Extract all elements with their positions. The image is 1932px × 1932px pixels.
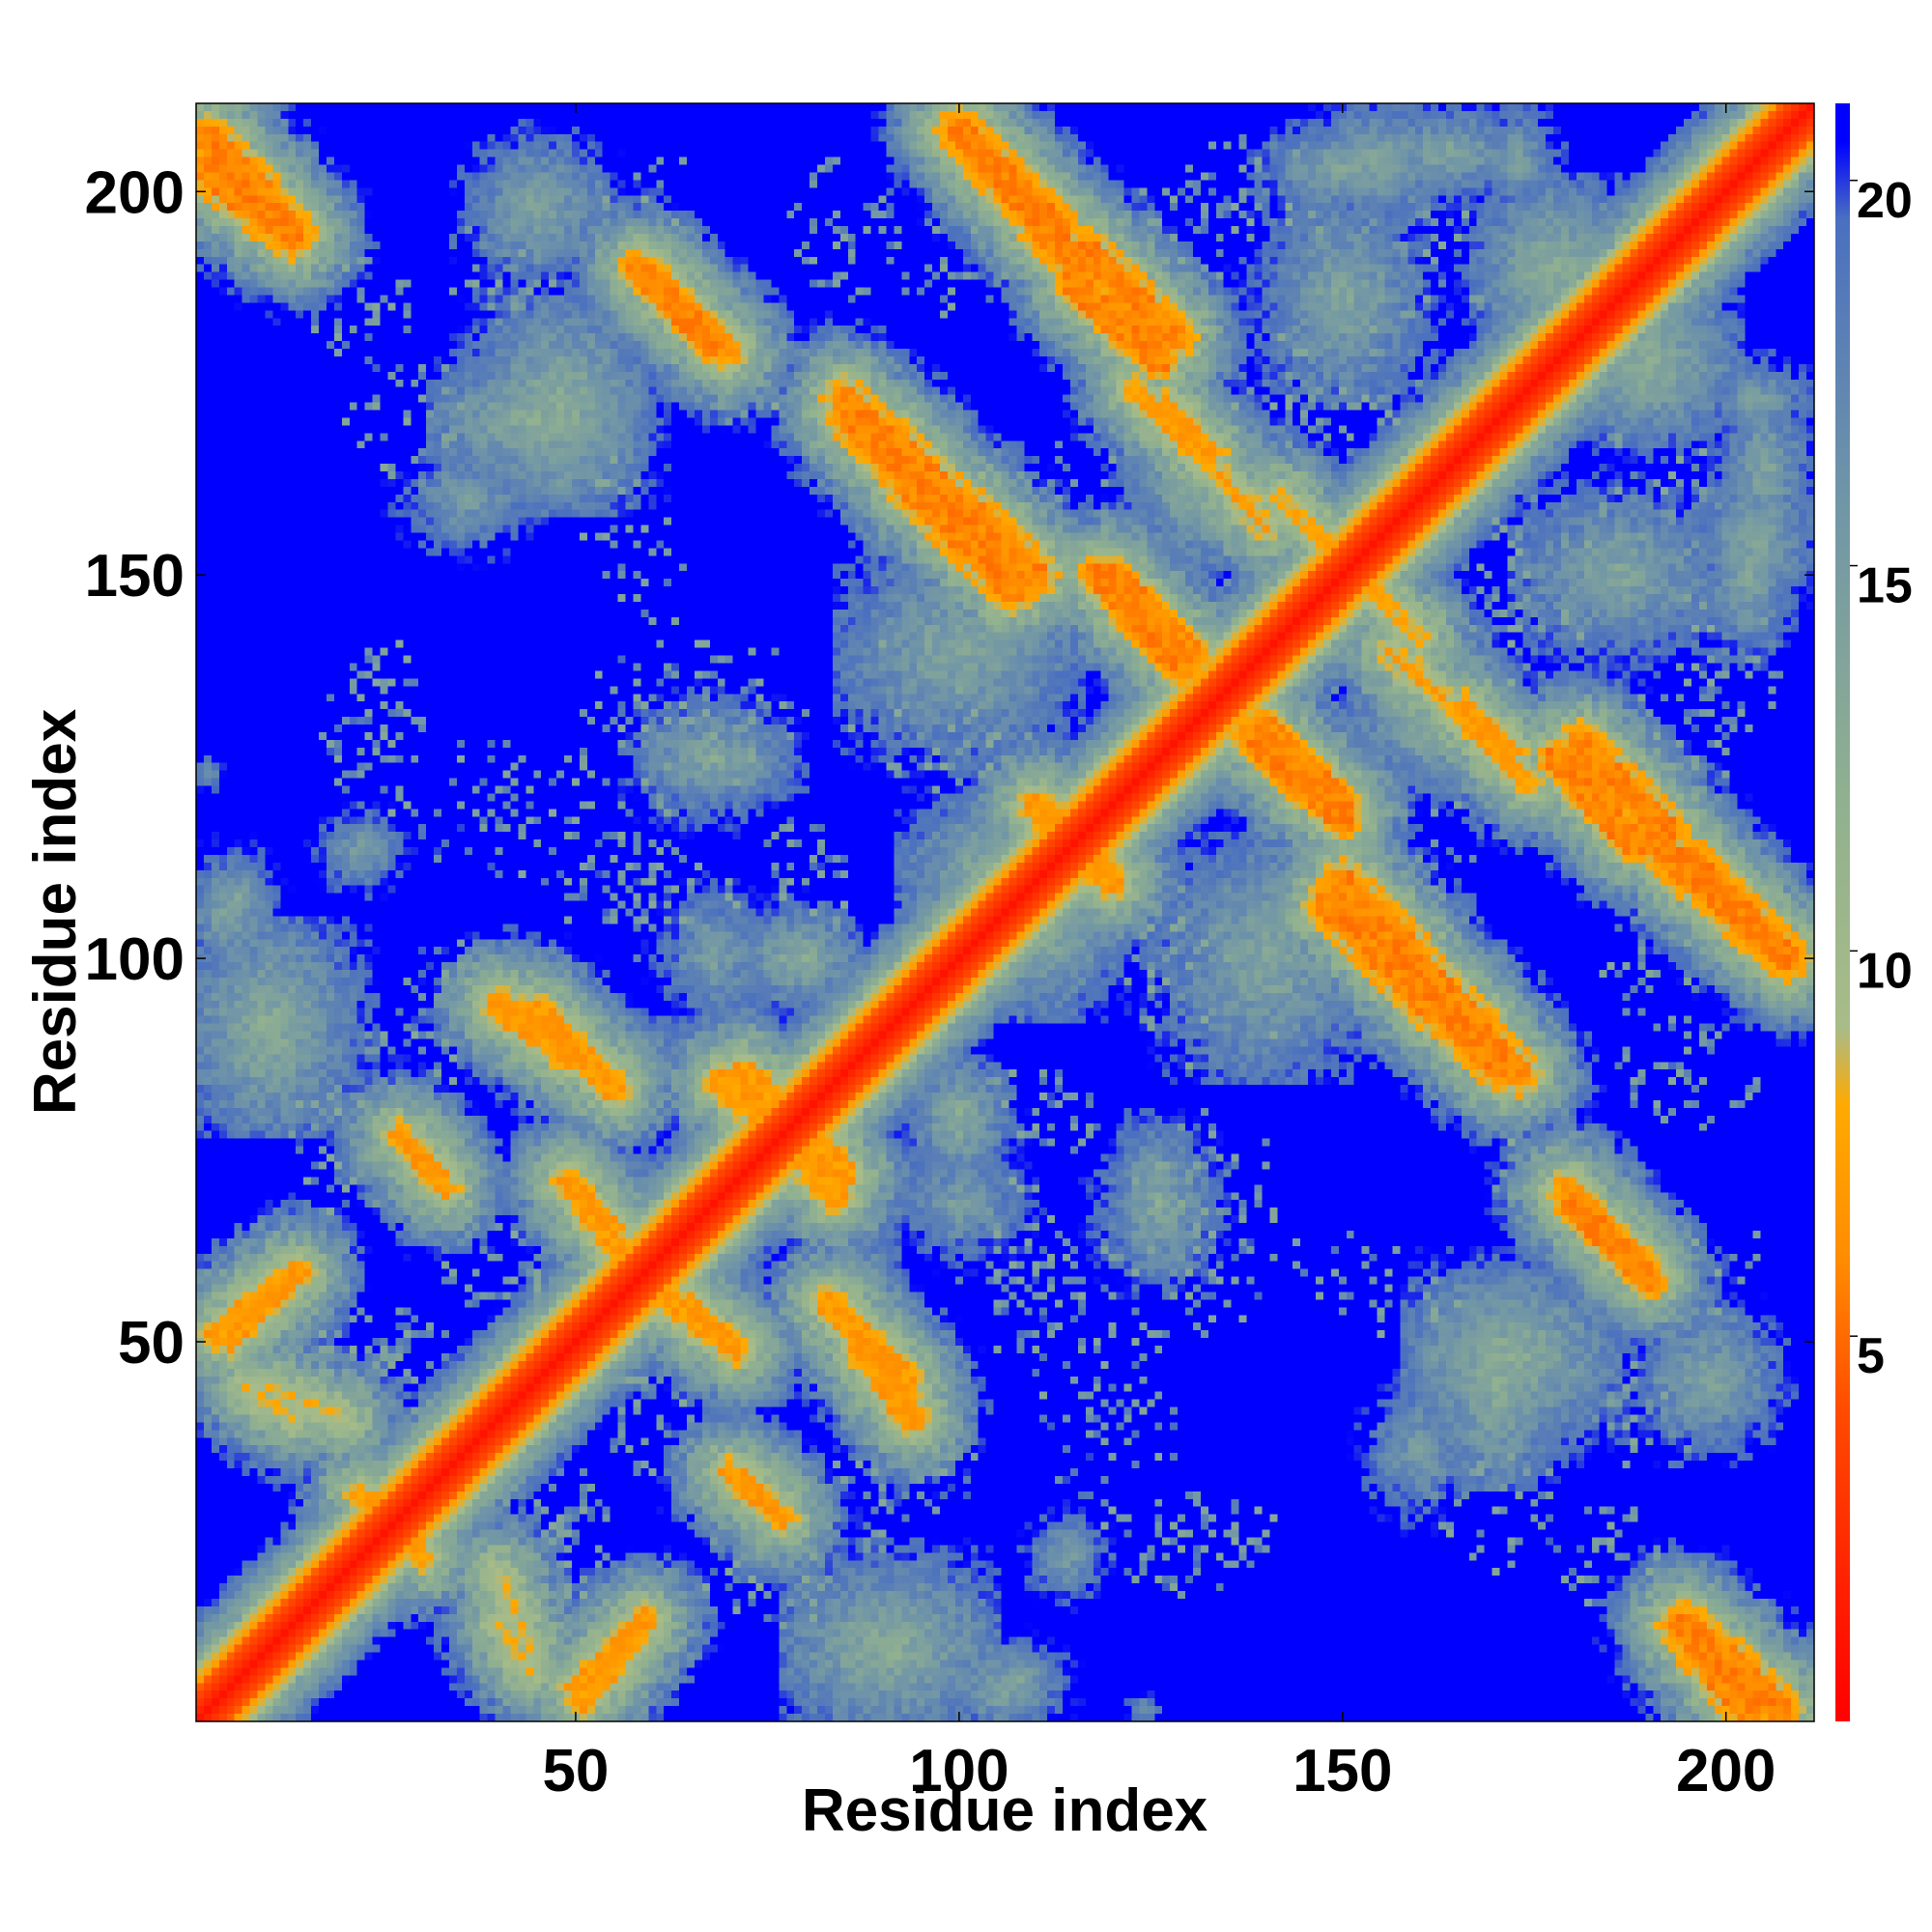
- colorbar-tick-label: 10: [1857, 943, 1913, 999]
- colorbar: 5 10 15 20: [1835, 103, 1913, 1721]
- x-tick-label: 100: [909, 1738, 1009, 1804]
- colorbar-tick-label: 20: [1857, 173, 1913, 229]
- x-tick-label: 200: [1676, 1738, 1776, 1804]
- y-axis-ticks: 50 100 150 200: [85, 159, 1814, 1377]
- y-tick-label: 50: [118, 1310, 185, 1377]
- y-tick-label: 200: [85, 159, 185, 226]
- x-axis-label: Residue index: [802, 1777, 1208, 1844]
- distance-heatmap: [196, 103, 1814, 1721]
- x-axis-ticks: 50 100 150 200: [542, 103, 1776, 1804]
- colorbar-ticks: 5 10 15 20: [1850, 173, 1913, 1384]
- plot-area: [195, 102, 1815, 1722]
- x-tick-label: 50: [542, 1738, 609, 1804]
- plot-frame: [195, 102, 1815, 1722]
- colorbar-tick-label: 5: [1857, 1328, 1885, 1384]
- y-tick-label: 100: [85, 926, 185, 993]
- y-tick-label: 150: [85, 543, 185, 610]
- colorbar-gradient: [1835, 103, 1850, 1721]
- y-axis-label: Residue index: [22, 708, 89, 1115]
- colorbar-tick-label: 15: [1857, 558, 1913, 614]
- x-tick-label: 150: [1293, 1738, 1392, 1804]
